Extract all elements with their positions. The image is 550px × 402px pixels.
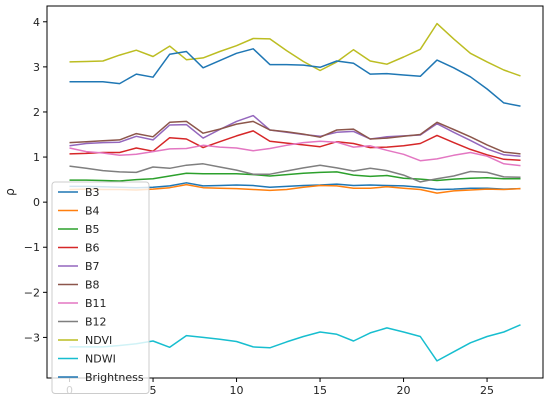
plot-frame [46, 5, 544, 379]
legend-label-brightness: Brightness [85, 371, 144, 384]
series-line-b7 [69, 114, 521, 157]
y-tick-label: −2 [24, 286, 40, 299]
series-line-ndvi [69, 22, 521, 77]
x-tick-label: 25 [480, 384, 494, 397]
y-axis-ticks: −3 −2 −1 0 1 2 3 4 [24, 16, 47, 344]
legend-label-b4: B4 [85, 205, 100, 218]
y-tick-label: 1 [33, 151, 40, 164]
legend-label-b5: B5 [85, 223, 100, 236]
legend-label-b7: B7 [85, 260, 100, 273]
legend-label-b3: B3 [85, 186, 100, 199]
x-tick-label: 15 [313, 384, 327, 397]
legend-label-b8: B8 [85, 279, 100, 292]
y-tick-label: 4 [33, 16, 40, 29]
x-tick-label: 20 [397, 384, 411, 397]
y-tick-label: 3 [33, 61, 40, 74]
legend: B3 B4 B5 B6 B7 B8 B11 B12 NDVI NDWI Brightness [51, 181, 150, 394]
y-tick-label: −1 [24, 241, 40, 254]
x-tick-label: 5 [150, 384, 157, 397]
legend-label-ndvi: NDVI [85, 334, 112, 347]
series-line-b12 [69, 163, 521, 183]
y-tick-label: 2 [33, 106, 40, 119]
legend-label-b12: B12 [85, 316, 107, 329]
x-tick-label: 10 [230, 384, 244, 397]
y-tick-label: −3 [24, 331, 40, 344]
legend-label-ndwi: NDWI [85, 353, 116, 366]
legend-label-b6: B6 [85, 242, 100, 255]
series-line-b11 [69, 140, 521, 167]
y-axis-label: ρ [3, 188, 17, 196]
series-line-brightness [69, 48, 521, 107]
y-tick-label: 0 [33, 196, 40, 209]
series-line-b8 [69, 120, 521, 155]
series-line-b5 [69, 171, 521, 182]
legend-label-b11: B11 [85, 297, 107, 310]
